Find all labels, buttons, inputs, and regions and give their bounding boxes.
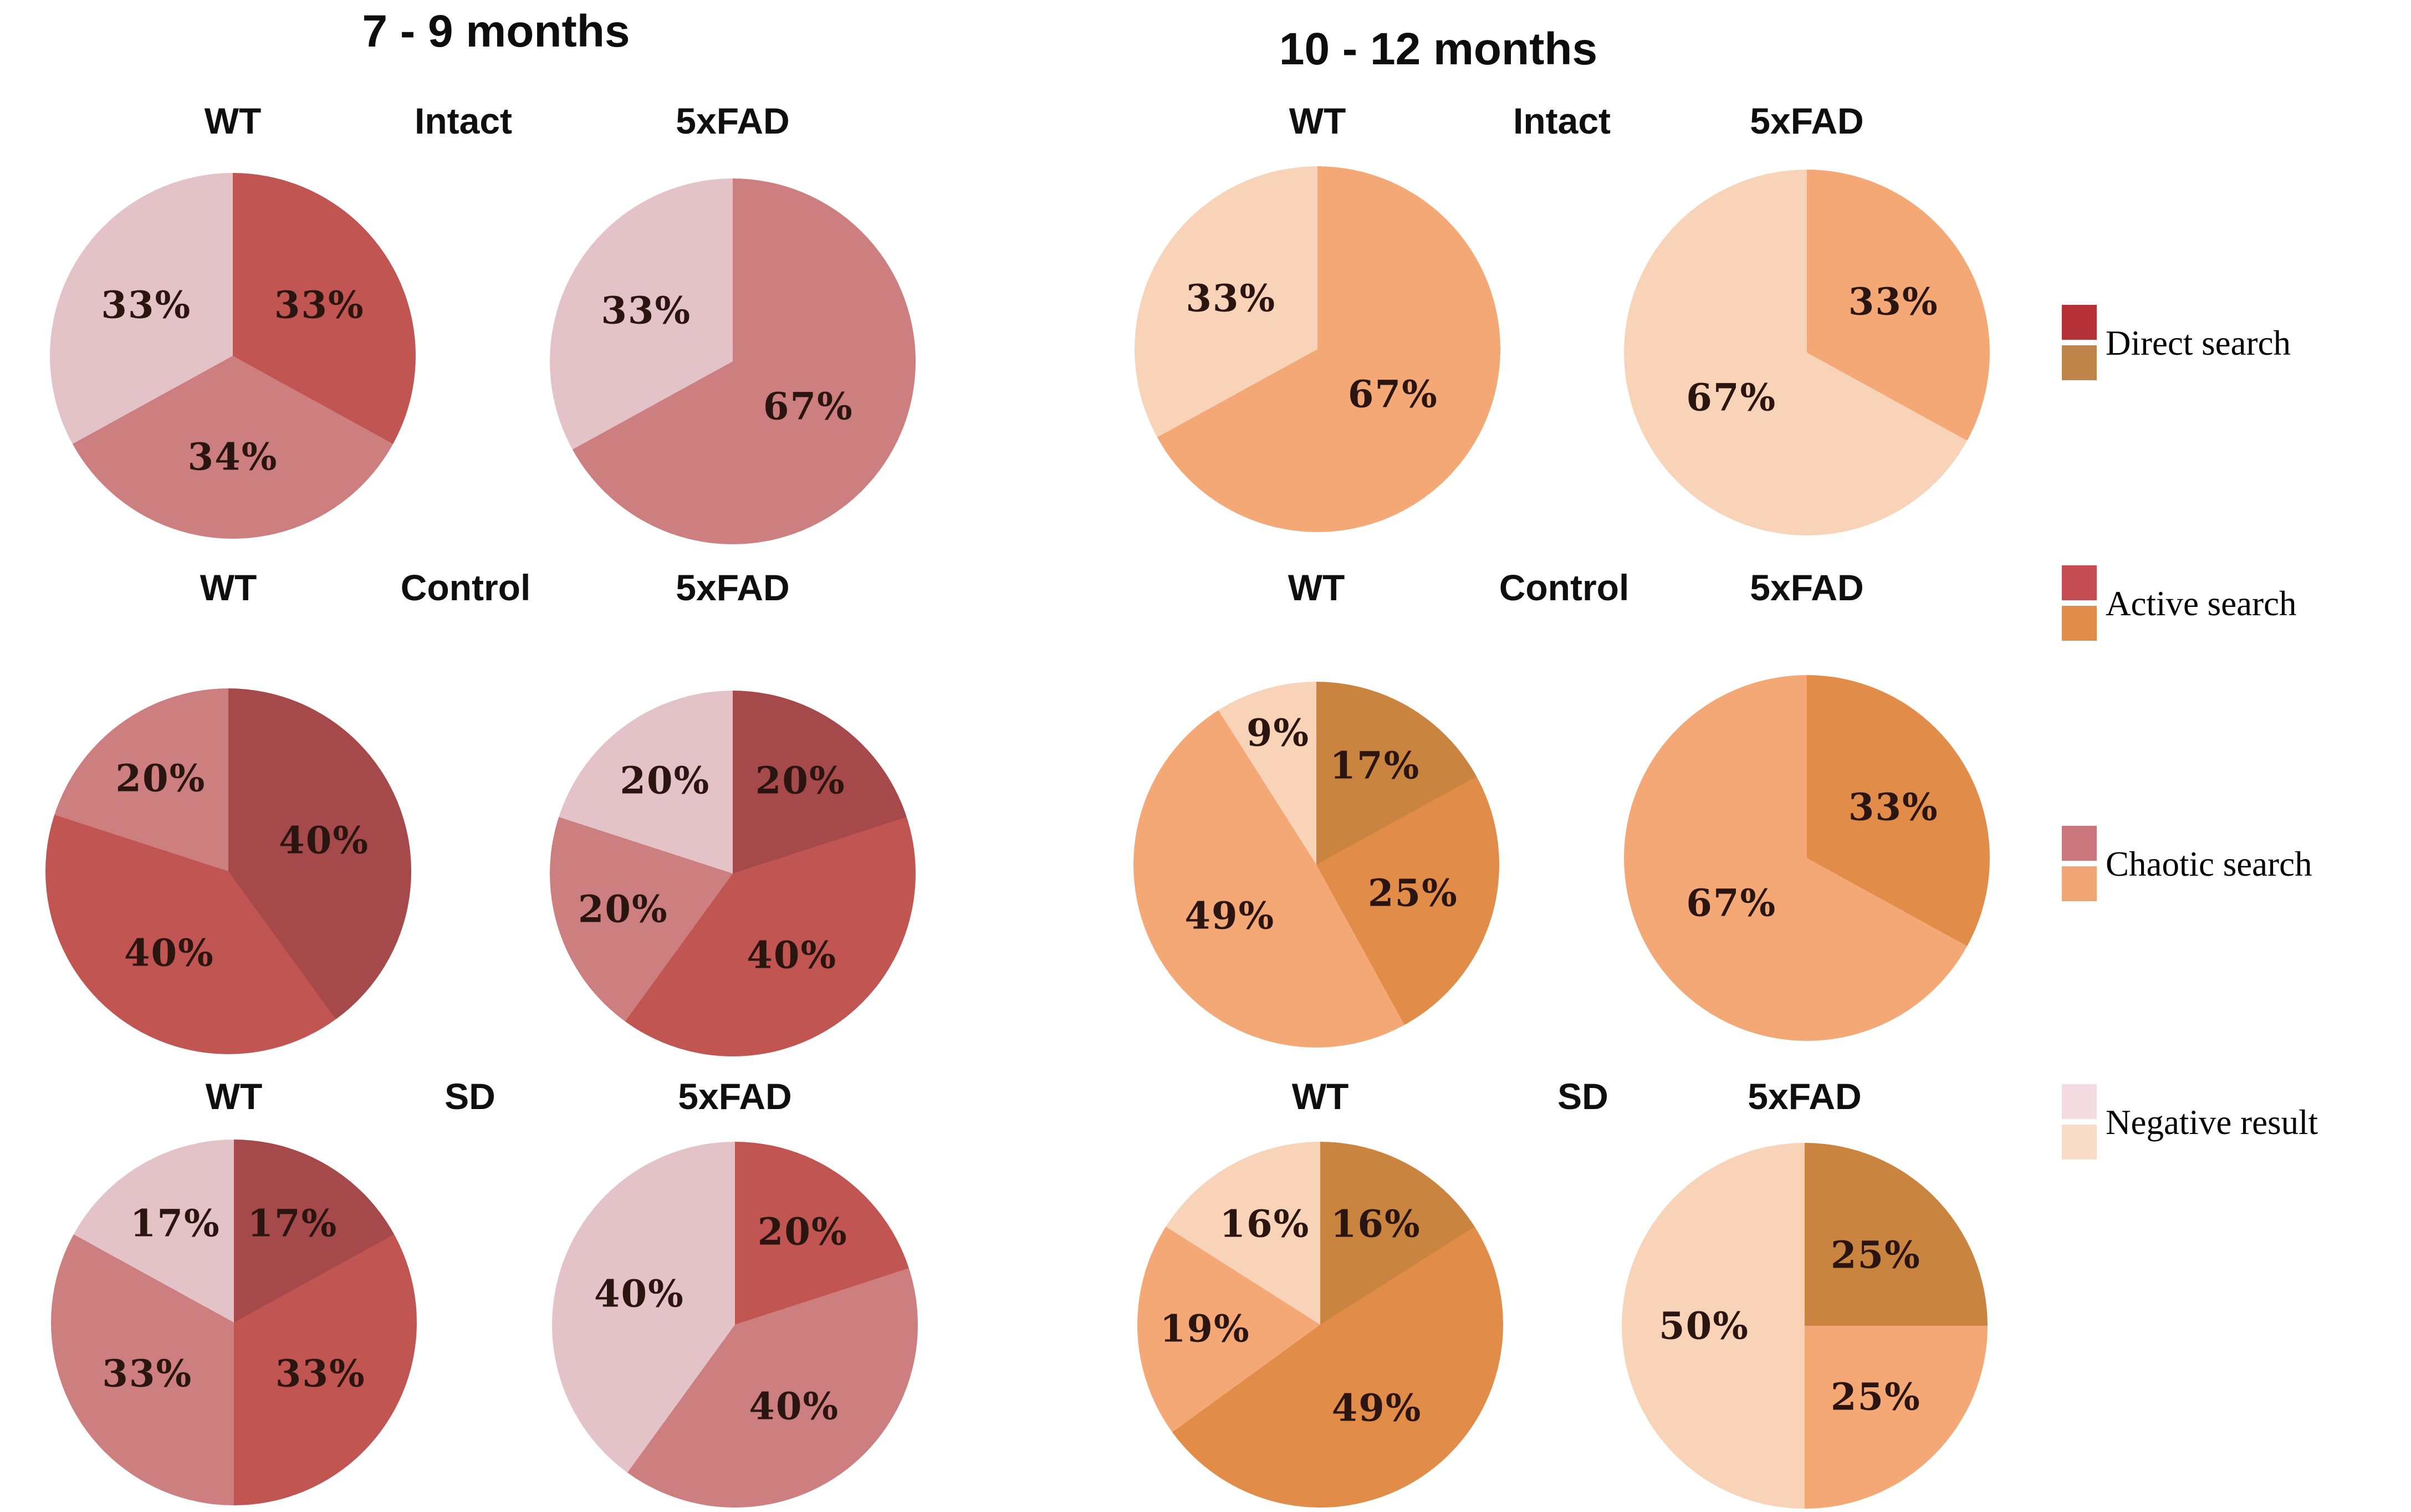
pie-slice-label: 49% — [1331, 1386, 1422, 1430]
legend-swatch-red — [2062, 826, 2097, 861]
legend-swatch-orange — [2062, 606, 2097, 641]
pie-slice-label: 16% — [1219, 1202, 1310, 1246]
pie-slice-label: 20% — [620, 758, 711, 803]
legend-item: Direct search — [2062, 305, 2405, 382]
genotype-label: WT — [200, 567, 257, 608]
genotype-label: 5xFAD — [678, 1076, 792, 1117]
condition-label: SD — [1557, 1076, 1608, 1117]
legend-swatch-red — [2062, 1084, 2097, 1119]
legend-label: Active search — [2106, 584, 2297, 623]
pie-slice-label: 50% — [1659, 1304, 1749, 1348]
pie-7-9-months-intact-wt: 33% 34% 33% — [50, 173, 416, 539]
pie-slice-label: 33% — [274, 283, 365, 327]
pie-slice-label: 33% — [275, 1351, 366, 1396]
pie-slice-label: 25% — [1367, 871, 1458, 915]
pie-slice-label: 33% — [601, 288, 692, 333]
condition-label: Control — [1499, 567, 1630, 608]
pie-10-12-months-control-5xfad: 33% 67% — [1624, 675, 1990, 1041]
pie-10-12-months-sd-wt: 16% 49% 19% 16% — [1137, 1142, 1503, 1508]
pie-7-9-months-control-wt: 40% 40% 20% — [45, 688, 411, 1054]
pie-slice-label: 40% — [279, 818, 370, 862]
genotype-label: WT — [1289, 100, 1346, 141]
pie-slice-label: 67% — [1686, 881, 1777, 925]
condition-label: SD — [445, 1076, 496, 1117]
pie-slice-label: 40% — [594, 1271, 685, 1316]
pie-slice-label: 40% — [747, 933, 837, 977]
pie-7-9-months-sd-wt: 17% 33% 33% 17% — [51, 1140, 417, 1505]
pie-slice-label: 16% — [1330, 1202, 1421, 1246]
genotype-label: WT — [1288, 567, 1345, 608]
legend-swatch-orange — [2062, 1125, 2097, 1159]
genotype-label: WT — [204, 100, 262, 141]
pie-slice-label: 34% — [187, 435, 278, 478]
legend-swatch-red — [2062, 305, 2097, 340]
pie-slice-label: 20% — [755, 758, 846, 803]
legend-swatch-orange — [2062, 866, 2097, 901]
pie-slice-label: 40% — [749, 1384, 840, 1428]
condition-label: Control — [400, 567, 531, 608]
legend-label: Direct search — [2106, 324, 2291, 362]
pie-slice-label: 33% — [1848, 785, 1939, 829]
legend-swatch-red — [2062, 565, 2097, 600]
pie-10-12-months-control-wt: 17% 25% 49% 9% — [1133, 682, 1499, 1048]
pie-10-12-months-intact-5xfad: 33% 67% — [1624, 170, 1990, 535]
genotype-label: 5xFAD — [1750, 100, 1864, 141]
pie-slice-label: 20% — [757, 1209, 848, 1254]
legend-label: Chaotic search — [2106, 845, 2312, 883]
pie-slice-label: 17% — [247, 1201, 338, 1245]
pie-10-12-months-sd-5xfad: 25% 25% 50% — [1622, 1143, 1988, 1509]
pie-slice-label: 19% — [1159, 1306, 1250, 1351]
pie-slice-label: 20% — [115, 756, 206, 800]
pie-7-9-months-intact-5xfad: 67% 33% — [550, 178, 916, 544]
pie-slice-label: 33% — [101, 283, 192, 327]
condition-label: Intact — [1513, 100, 1611, 141]
genotype-label: WT — [205, 1076, 263, 1117]
pie-slice-label: 67% — [1686, 375, 1777, 420]
pie-10-12-months-intact-wt: 67% 33% — [1135, 166, 1500, 532]
pie-slice-label: 33% — [1848, 279, 1939, 324]
pie-slice-label: 33% — [1186, 276, 1276, 320]
legend-swatch-orange — [2062, 345, 2097, 380]
pie-slice-label: 17% — [1330, 743, 1421, 788]
genotype-label: WT — [1291, 1076, 1349, 1117]
genotype-label: 5xFAD — [676, 100, 790, 141]
genotype-label: 5xFAD — [1750, 567, 1864, 608]
legend-item: Negative result — [2062, 1084, 2405, 1162]
genotype-label: 5xFAD — [1748, 1076, 1862, 1117]
group-title: 7 - 9 months — [362, 6, 630, 57]
genotype-label: 5xFAD — [676, 567, 790, 608]
condition-label: Intact — [414, 100, 513, 141]
pie-slice-label: 67% — [1347, 372, 1438, 416]
pie-slice-label: 9% — [1246, 711, 1310, 755]
pie-slice-label: 33% — [102, 1351, 193, 1396]
pie-slice-label: 40% — [124, 931, 214, 975]
legend-item: Active search — [2062, 565, 2405, 643]
pie-slice-label: 20% — [578, 887, 668, 931]
legend-label: Negative result — [2106, 1103, 2318, 1142]
pie-slice-label: 25% — [1830, 1233, 1921, 1277]
pie-slice-label: 25% — [1830, 1375, 1921, 1419]
group-title: 10 - 12 months — [1279, 24, 1598, 74]
pie-7-9-months-sd-5xfad: 20% 40% 40% — [552, 1142, 918, 1508]
pie-7-9-months-control-5xfad: 20% 40% 20% 20% — [550, 691, 916, 1056]
pie-slice-label: 67% — [763, 384, 854, 428]
pie-slice-label: 17% — [130, 1201, 221, 1245]
pie-slice-label: 49% — [1184, 893, 1275, 938]
legend-item: Chaotic search — [2062, 826, 2405, 903]
